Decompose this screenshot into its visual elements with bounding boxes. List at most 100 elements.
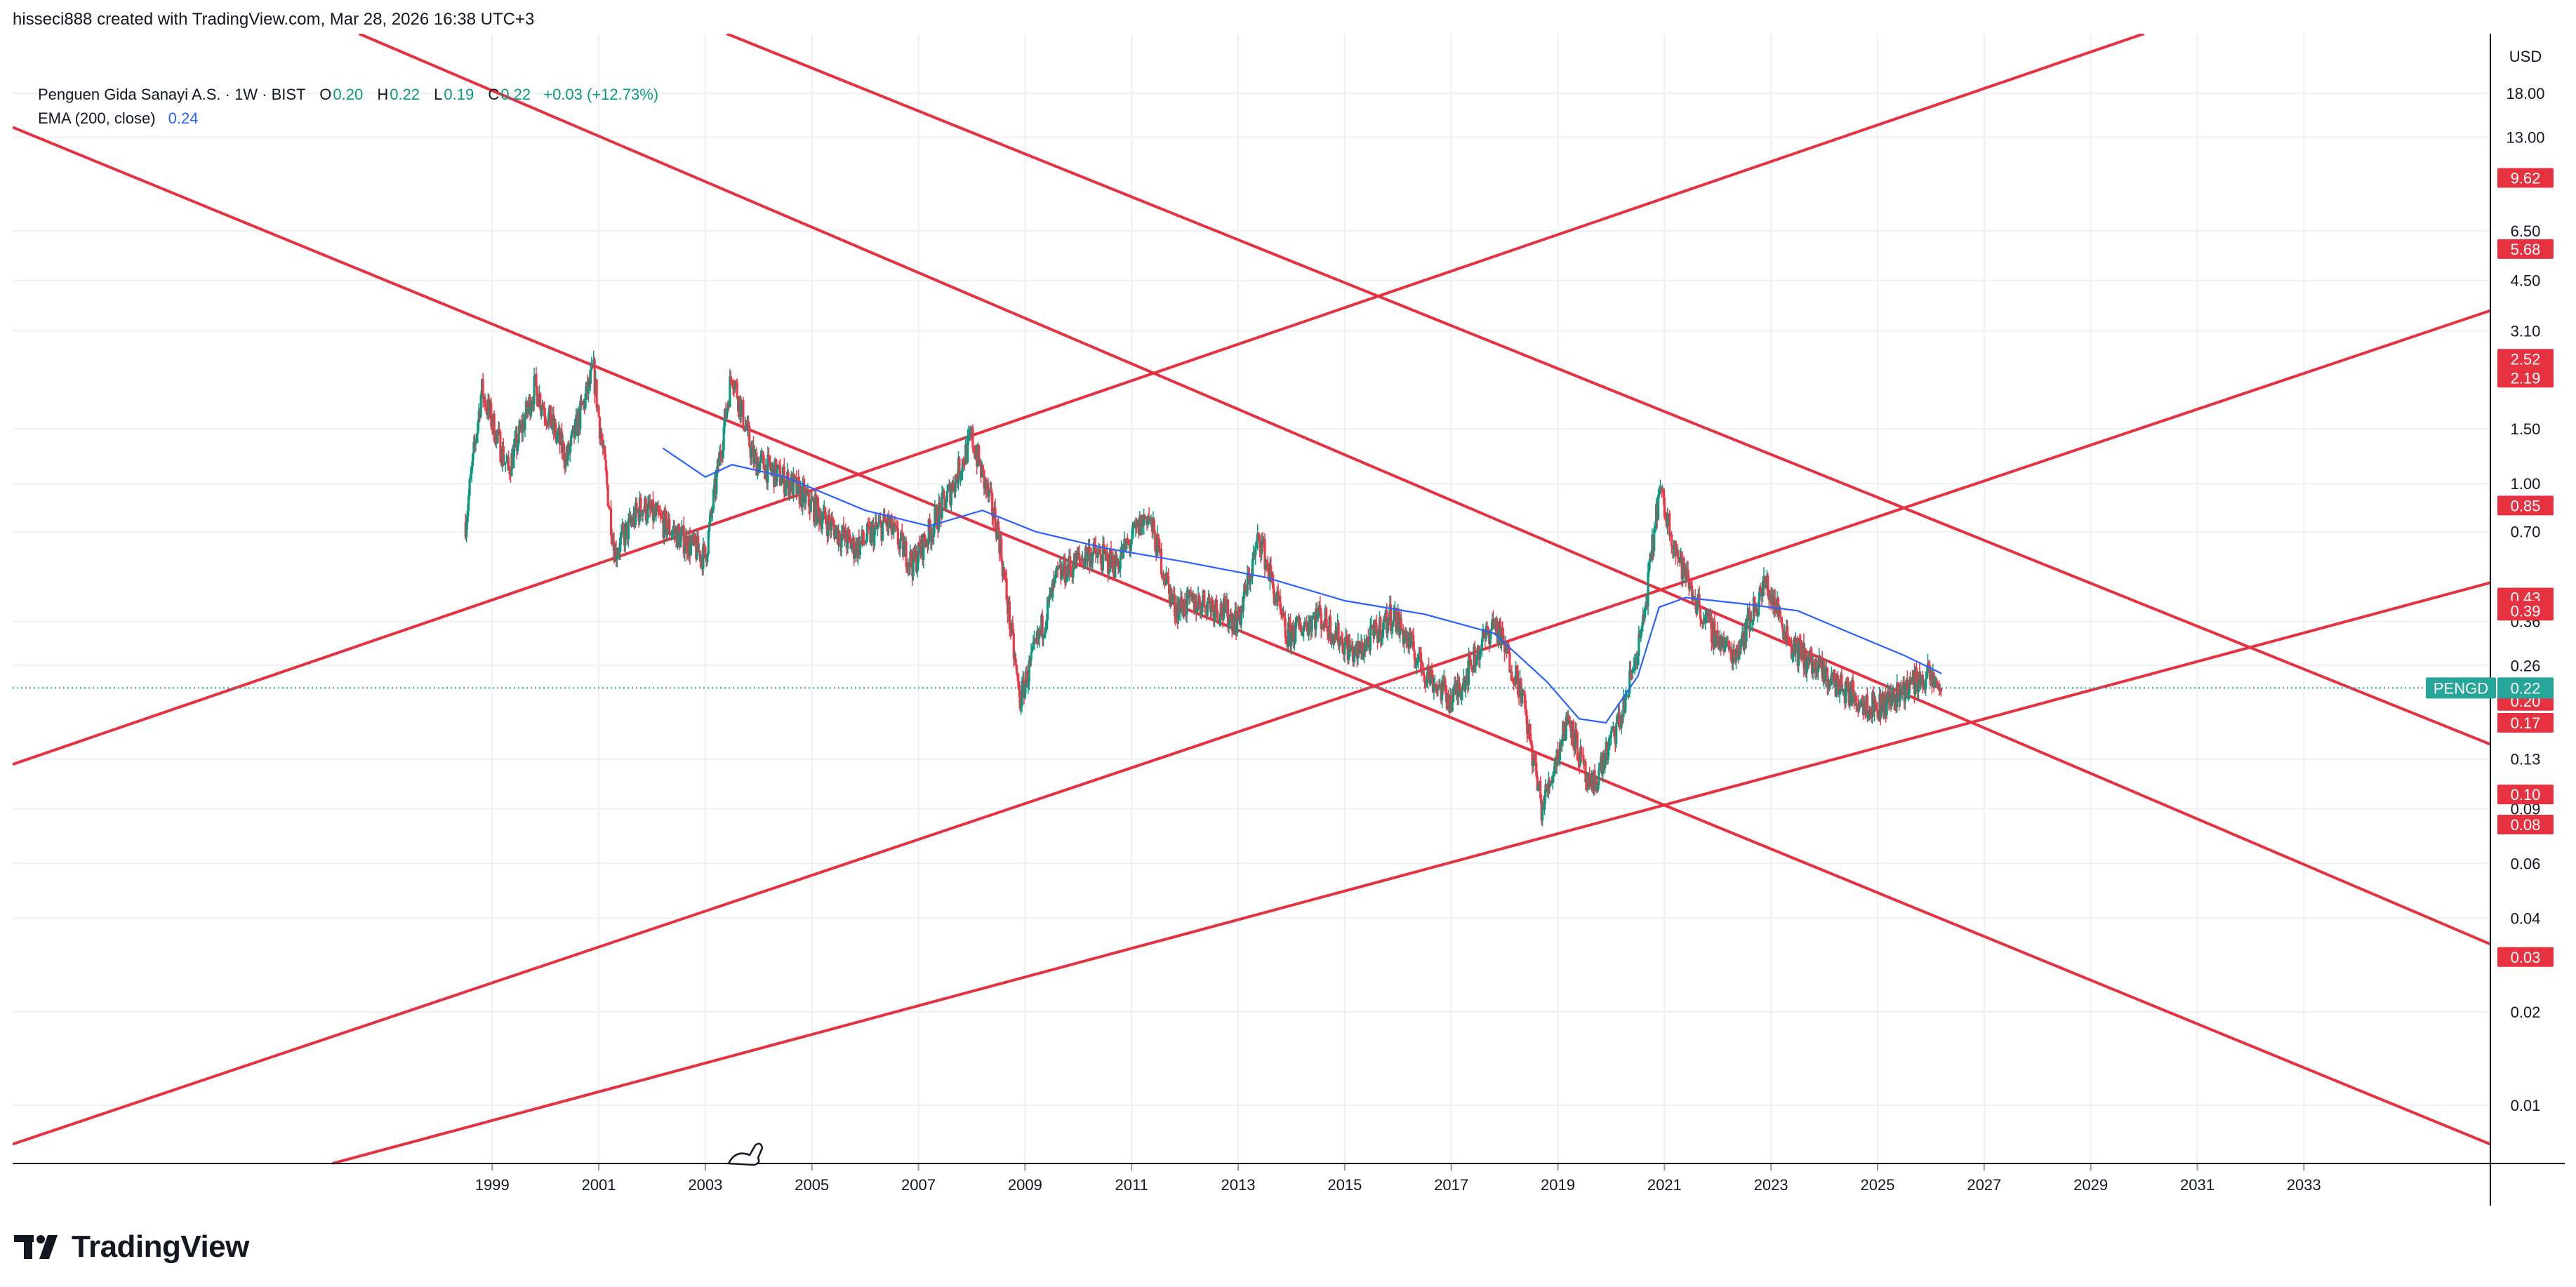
- low-label: L: [434, 86, 443, 103]
- candle-body: [1386, 618, 1389, 634]
- price-tag: [2497, 815, 2554, 835]
- candle-body: [878, 520, 881, 524]
- candle-body: [1310, 619, 1313, 632]
- candle-body: [655, 508, 658, 516]
- candle-body: [766, 454, 769, 483]
- price-tag-label: 0.03: [2511, 949, 2541, 966]
- candle-body: [877, 523, 880, 528]
- candle-body: [1339, 636, 1342, 644]
- candle-body: [1725, 641, 1727, 646]
- candle-body: [1213, 613, 1216, 620]
- candle-body: [1482, 631, 1485, 636]
- candle-body: [600, 434, 604, 443]
- candle-body: [1005, 578, 1008, 600]
- candle-body: [851, 545, 854, 549]
- candle-body: [1181, 596, 1183, 608]
- candle-body: [1805, 648, 1807, 673]
- candle-body: [1374, 620, 1377, 624]
- candle-body: [887, 514, 890, 528]
- candle-body: [1173, 594, 1176, 616]
- tradingview-logo[interactable]: TradingView: [14, 1229, 249, 1265]
- candle-body: [890, 515, 894, 535]
- candle-body: [1727, 640, 1730, 651]
- price-tag-label: 9.62: [2511, 170, 2541, 187]
- candle-body: [870, 527, 872, 543]
- candle-body: [875, 522, 878, 528]
- price-tag-label: 0.39: [2511, 602, 2541, 620]
- candle-body: [1065, 581, 1068, 583]
- candle-body: [666, 528, 669, 535]
- candle-body: [1779, 610, 1781, 618]
- chart-area[interactable]: 1999 2001 2003 2005 2007 2009 2011 2013 2015 2017…: [13, 34, 2565, 1206]
- candle-body: [1279, 596, 1282, 610]
- price-tag-label: 0.10: [2511, 786, 2541, 803]
- candle-body: [1720, 637, 1723, 648]
- candle-body: [1294, 622, 1297, 642]
- candle-body: [1777, 598, 1779, 616]
- candle-body: [958, 458, 961, 479]
- x-tick-label: 2021: [1647, 1176, 1682, 1194]
- candle-body: [997, 521, 1000, 531]
- candle-body: [1272, 574, 1275, 589]
- candle-body: [1422, 670, 1425, 676]
- candle-body: [1197, 595, 1201, 603]
- candle-body: [615, 547, 618, 560]
- candle-body: [1012, 633, 1015, 660]
- candle-body: [1480, 639, 1484, 649]
- candle-body: [1755, 608, 1758, 616]
- candle-body: [1019, 706, 1023, 709]
- candle-body: [1148, 516, 1150, 521]
- candle-body: [1531, 745, 1534, 766]
- candle-body: [680, 528, 683, 534]
- candle-body: [1054, 571, 1057, 576]
- candle-body: [1491, 619, 1494, 629]
- candle-body: [1631, 668, 1634, 674]
- y-tick-label: 0.04: [2511, 909, 2541, 927]
- mascot-shape: [727, 1142, 764, 1166]
- candle-body: [873, 528, 876, 546]
- price-tag-label: 0.17: [2511, 714, 2541, 732]
- candle-body: [1103, 549, 1106, 554]
- ema-row[interactable]: EMA (200, close) 0.24: [38, 107, 658, 131]
- candle-body: [922, 534, 925, 560]
- candle-body: [1118, 568, 1121, 571]
- candle-body: [1678, 556, 1681, 561]
- candle-body: [620, 531, 623, 538]
- symbol-title[interactable]: Penguen Gida Sanayi A.S. · 1W · BIST: [38, 86, 306, 103]
- candle-body: [1556, 749, 1560, 761]
- candle-body: [905, 540, 908, 568]
- candle-body: [1663, 497, 1666, 518]
- candle-body: [915, 551, 918, 572]
- y-tick-label: 18.00: [2506, 85, 2544, 102]
- y-tick-label: 0.13: [2511, 751, 2541, 768]
- candle-body: [465, 522, 468, 538]
- candle-body: [531, 403, 533, 408]
- candle-body: [1167, 576, 1170, 585]
- candle-body: [1544, 784, 1547, 798]
- price-chart[interactable]: 1999 2001 2003 2005 2007 2009 2011 2013 2015 2017…: [13, 34, 2565, 1206]
- candle-body: [1301, 632, 1304, 636]
- candle-body: [1740, 639, 1743, 649]
- candle-body: [1713, 620, 1716, 648]
- high-label: H: [377, 86, 389, 103]
- candle-body: [816, 498, 820, 508]
- candle-body: [1129, 544, 1132, 549]
- candle-body: [549, 405, 552, 428]
- candle-body: [1753, 597, 1756, 611]
- price-tag-label: 0.08: [2511, 816, 2541, 834]
- tradingview-logo-text: TradingView: [72, 1229, 249, 1264]
- candle-body: [1033, 639, 1036, 642]
- candle-body: [1048, 594, 1051, 599]
- candle-body: [1854, 696, 1857, 705]
- candle-body: [1490, 629, 1493, 632]
- price-tag-label: 5.68: [2511, 241, 2541, 258]
- candle-body: [1475, 665, 1478, 667]
- candle-body: [844, 528, 847, 542]
- candle-body: [707, 531, 710, 554]
- candle-body: [1237, 606, 1241, 618]
- candle-body: [1537, 786, 1540, 791]
- candle-body: [1210, 601, 1213, 612]
- candle-body: [955, 475, 958, 479]
- candle-body: [719, 451, 722, 456]
- candle-body: [1240, 606, 1243, 625]
